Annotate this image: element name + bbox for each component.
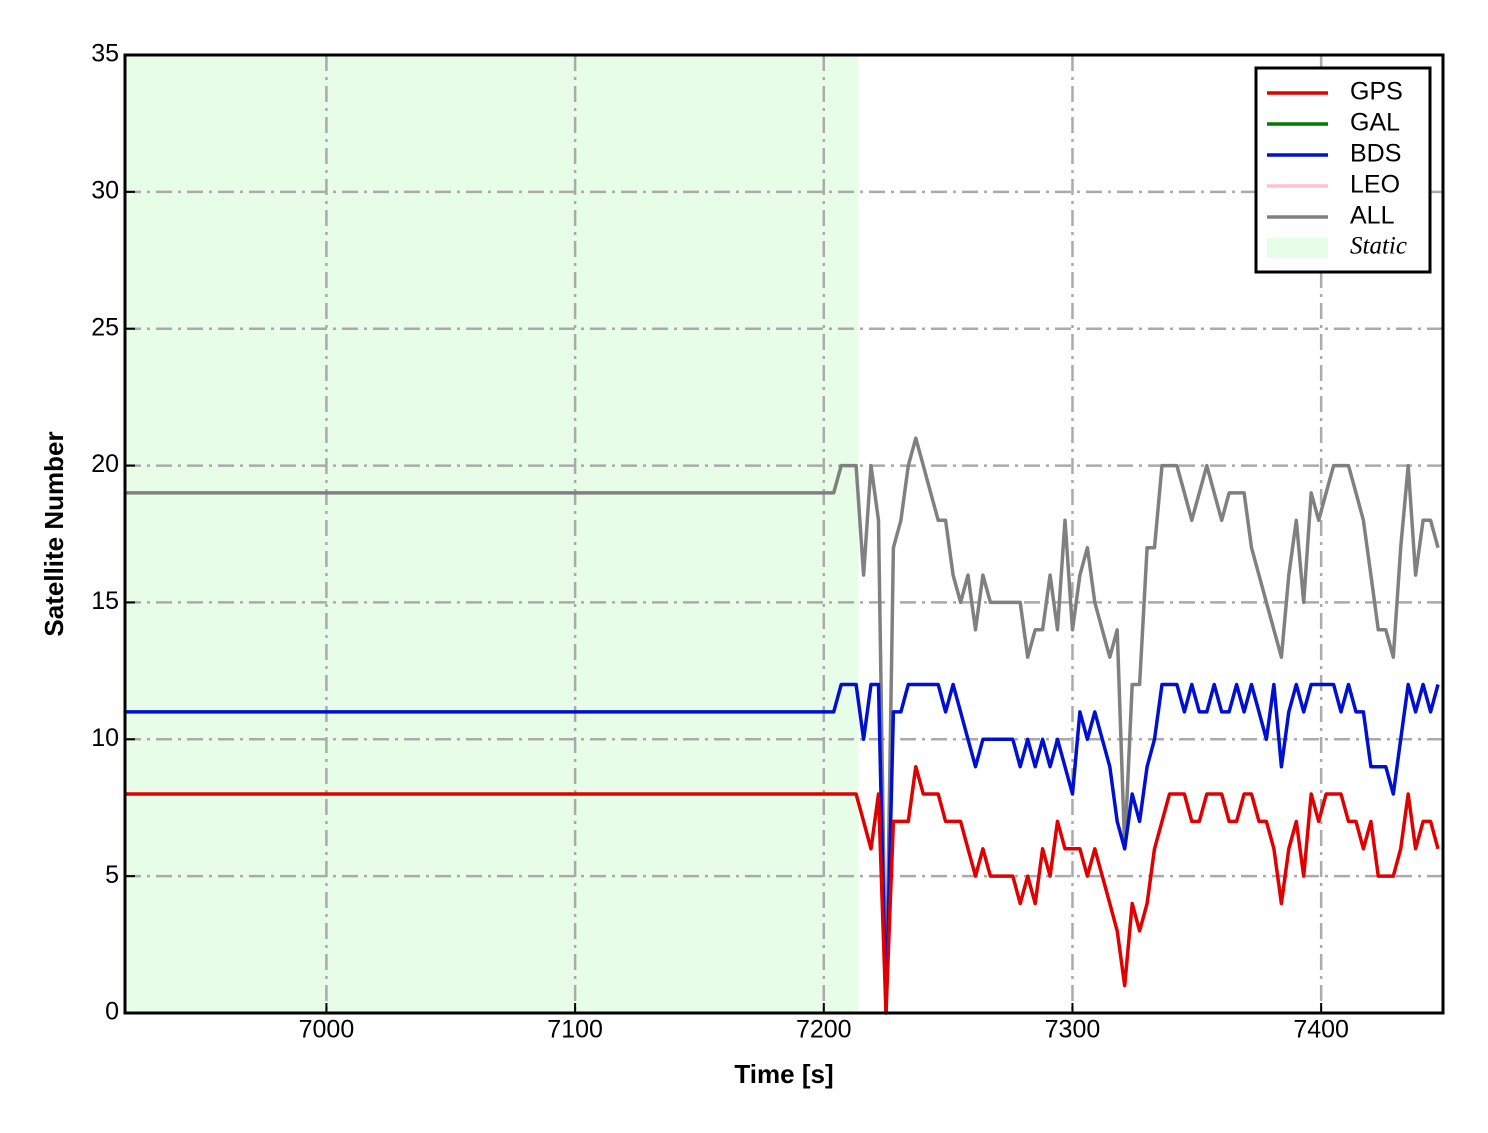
legend-label: GPS	[1350, 78, 1403, 106]
series-line	[125, 764, 1440, 1015]
x-tick-label: 7400	[1293, 1016, 1349, 1044]
series-line	[125, 682, 1440, 1015]
legend-label: ALL	[1350, 202, 1395, 230]
legend-label: Static	[1350, 233, 1407, 260]
x-tick-label: 7300	[1045, 1016, 1101, 1044]
legend-label: GAL	[1350, 109, 1400, 137]
legend: GPS GAL BDS LEO ALL Static	[1254, 66, 1432, 274]
legend-swatch	[1267, 238, 1328, 258]
x-tick-label: 7100	[547, 1016, 603, 1044]
y-tick-label: 25	[91, 313, 119, 341]
y-tick-label: 30	[91, 176, 119, 204]
y-tick-label: 0	[105, 998, 119, 1026]
x-axis-label: Time [s]	[734, 1059, 833, 1089]
x-tick-label: 7000	[299, 1016, 355, 1044]
y-tick-label: 20	[91, 450, 119, 478]
static-span	[125, 55, 859, 1013]
x-tick-label: 7200	[796, 1016, 852, 1044]
plot-frame	[123, 53, 1445, 1015]
y-tick-label: 10	[91, 724, 119, 752]
y-tick-label: 5	[105, 861, 119, 889]
y-axis-label: Satellite Number	[39, 431, 69, 636]
series-line	[125, 436, 1440, 1015]
y-tick-label: 15	[91, 587, 119, 615]
legend-label: BDS	[1350, 140, 1401, 168]
legend-label: LEO	[1350, 171, 1400, 199]
y-tick-label: 35	[91, 40, 119, 68]
